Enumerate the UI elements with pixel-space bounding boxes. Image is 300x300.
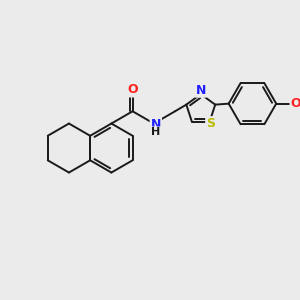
Text: O: O	[290, 97, 300, 110]
Text: S: S	[206, 117, 215, 130]
Text: N: N	[196, 84, 206, 97]
Text: N: N	[151, 118, 161, 131]
Text: H: H	[151, 128, 160, 137]
Text: O: O	[127, 83, 138, 97]
